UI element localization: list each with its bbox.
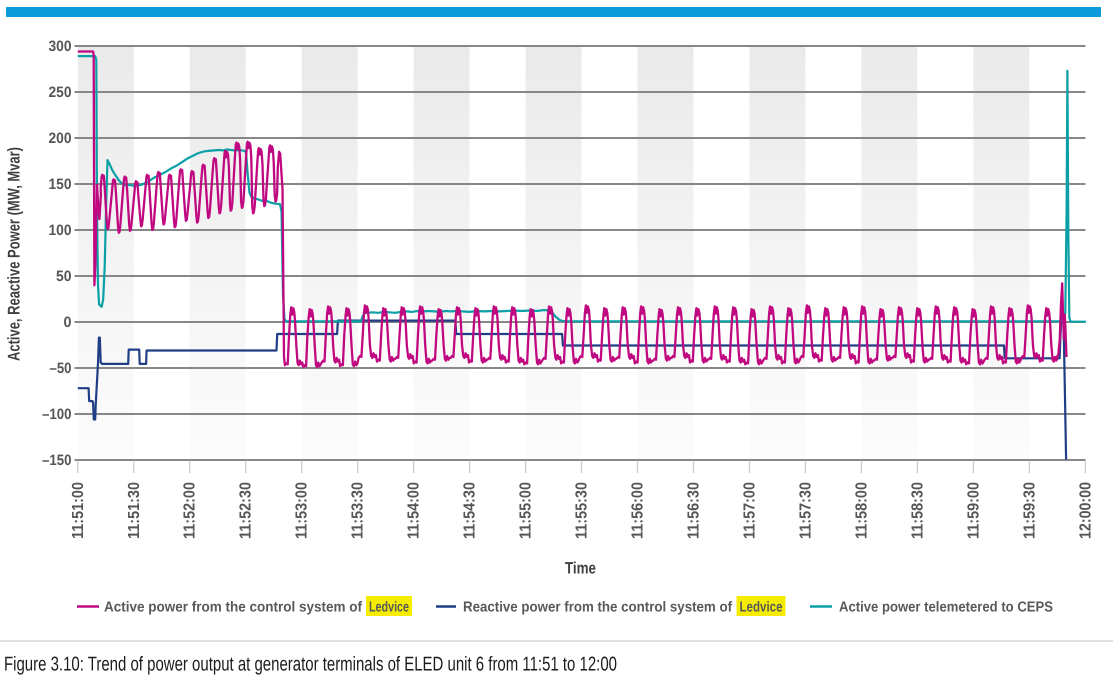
svg-text:50: 50: [56, 268, 72, 285]
svg-text:11:55:30: 11:55:30: [574, 482, 591, 539]
svg-text:Active power telemetered to CE: Active power telemetered to CEPS: [839, 600, 1053, 616]
svg-text:150: 150: [49, 176, 72, 193]
svg-text:–50: –50: [50, 360, 72, 377]
svg-text:11:55:00: 11:55:00: [518, 482, 535, 539]
svg-text:11:56:00: 11:56:00: [630, 482, 647, 539]
svg-text:11:54:30: 11:54:30: [462, 482, 479, 539]
svg-text:Active, Reactive Power (MW, Mv: Active, Reactive Power (MW, Mvar): [5, 147, 24, 361]
svg-text:Ledvice: Ledvice: [740, 600, 783, 616]
svg-text:11:51:00: 11:51:00: [70, 482, 87, 539]
svg-text:Reactive power from the contro: Reactive power from the control system o…: [463, 600, 732, 616]
svg-text:100: 100: [49, 222, 72, 239]
svg-text:11:51:30: 11:51:30: [126, 482, 143, 539]
svg-text:11:52:00: 11:52:00: [182, 482, 199, 539]
svg-text:–100: –100: [42, 406, 72, 423]
svg-text:11:57:30: 11:57:30: [797, 482, 814, 539]
svg-text:200: 200: [49, 130, 72, 147]
svg-text:11:59:30: 11:59:30: [1021, 482, 1038, 539]
svg-text:11:58:00: 11:58:00: [853, 482, 870, 539]
svg-text:0: 0: [64, 314, 72, 331]
svg-text:11:57:00: 11:57:00: [742, 482, 759, 539]
svg-text:11:59:00: 11:59:00: [965, 482, 982, 539]
svg-text:Time: Time: [565, 560, 596, 578]
svg-text:Ledvice: Ledvice: [369, 600, 409, 616]
svg-text:250: 250: [49, 84, 72, 101]
svg-text:11:54:00: 11:54:00: [406, 482, 423, 539]
svg-text:11:53:30: 11:53:30: [350, 482, 367, 539]
svg-text:11:52:30: 11:52:30: [238, 482, 255, 539]
svg-text:Figure 3.10: Trend of power ou: Figure 3.10: Trend of power output at ge…: [4, 654, 617, 676]
svg-text:–150: –150: [42, 452, 72, 469]
svg-text:11:56:30: 11:56:30: [686, 482, 703, 539]
svg-text:300: 300: [49, 38, 72, 55]
svg-text:12:00:00: 12:00:00: [1077, 482, 1094, 539]
svg-text:11:58:30: 11:58:30: [909, 482, 926, 539]
svg-text:11:53:00: 11:53:00: [294, 482, 311, 539]
svg-text:Active power from the control: Active power from the control system of: [104, 600, 362, 616]
